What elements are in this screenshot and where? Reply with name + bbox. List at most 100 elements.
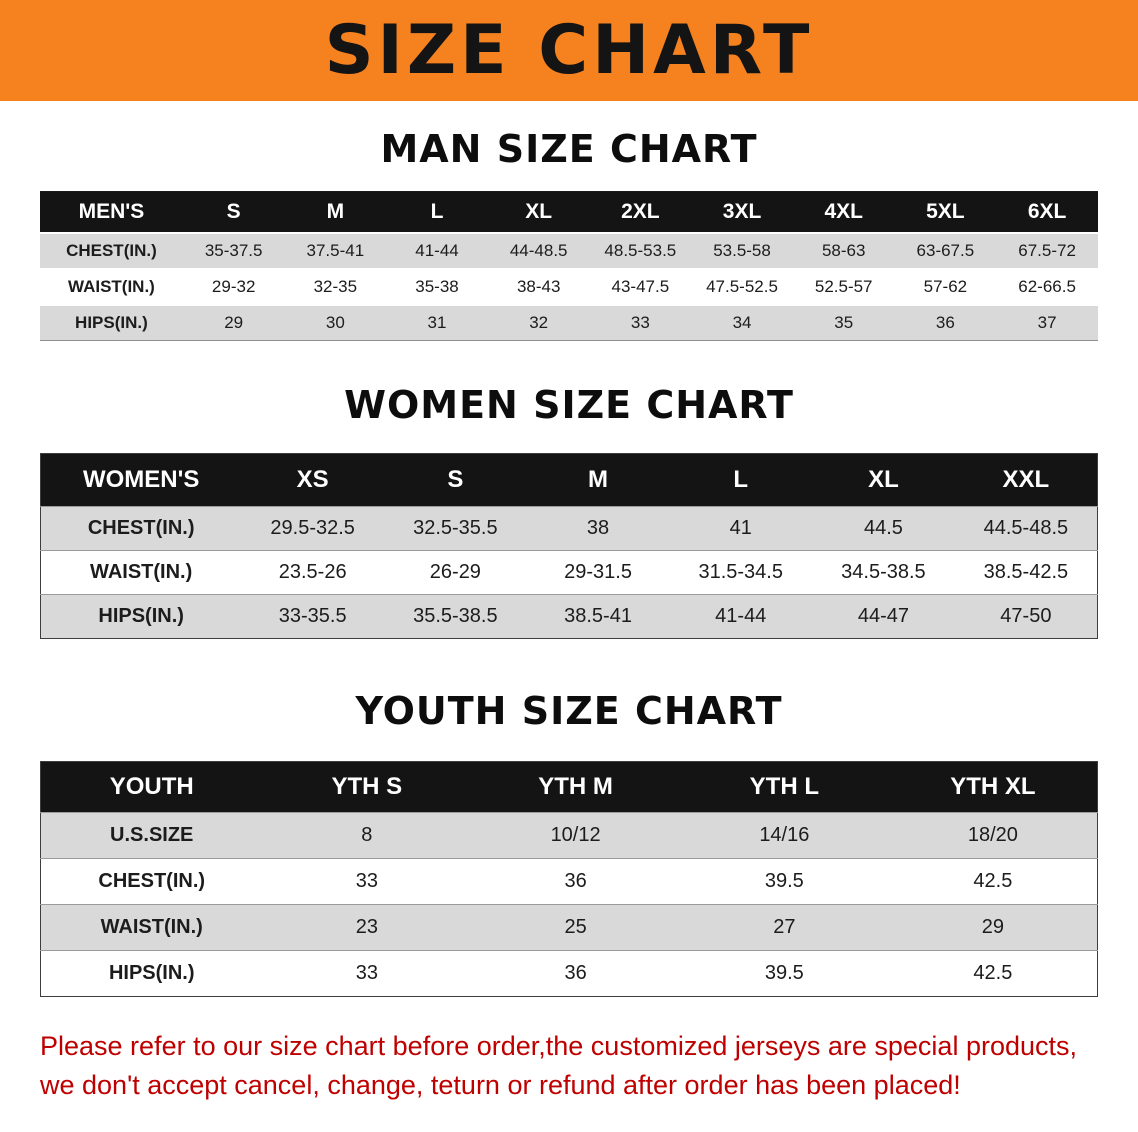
table-row: WAIST(IN.) 23.5-26 26-29 29-31.5 31.5-34.5 34… — [40, 550, 1098, 595]
size-value-cell: 42.5 — [973, 962, 1013, 984]
size-value-cell: 53.5-58 — [713, 241, 771, 260]
size-column-header: YTH L — [749, 773, 819, 800]
size-value-cell: 29-32 — [211, 277, 256, 296]
table-header-row: WOMEN'S XS S M L XL XXL — [40, 453, 1098, 507]
row-label-cell: CHEST(IN.) — [66, 241, 157, 260]
row-label-cell: CHEST(IN.) — [87, 517, 195, 539]
size-column-header: XL — [525, 200, 553, 223]
row-label-cell: WAIST(IN.) — [100, 916, 203, 938]
size-value-cell: 29-31.5 — [564, 561, 632, 583]
youth-size-table: YOUTH YTH S YTH M YTH L YTH XL U.S.SIZE 8 10/12… — [40, 761, 1098, 997]
size-value-cell: 44.5-48.5 — [983, 517, 1069, 539]
size-column-header: 4XL — [824, 200, 863, 223]
size-value-cell: 14/16 — [759, 824, 810, 846]
table-row: U.S.SIZE 8 10/12 14/16 18/20 — [40, 812, 1098, 859]
table-row: CHEST(IN.) 35-37.5 37.5-41 41-44 44-48.5 48.5… — [40, 233, 1098, 269]
size-value-cell: 38 — [586, 517, 610, 539]
size-value-cell: 35-37.5 — [204, 241, 263, 260]
size-value-cell: 47-50 — [1000, 605, 1052, 627]
size-value-cell: 23 — [355, 916, 378, 938]
size-value-cell: 44-48.5 — [509, 241, 568, 260]
size-value-cell: 18/20 — [967, 824, 1018, 846]
size-value-cell: 62-66.5 — [1018, 277, 1076, 296]
size-column-header: 2XL — [621, 200, 660, 223]
size-value-cell: 31 — [427, 313, 447, 332]
table-title-cell: YOUTH — [109, 773, 194, 800]
size-value-cell: 29 — [981, 916, 1004, 938]
size-value-cell: 26-29 — [429, 561, 481, 583]
size-column-header: XL — [868, 466, 899, 493]
banner: SIZE CHART — [0, 0, 1138, 101]
size-column-header: 5XL — [926, 200, 965, 223]
table-row: HIPS(IN.) 29 30 31 32 33 34 35 36 37 — [40, 305, 1098, 341]
size-value-cell: 33 — [630, 313, 650, 332]
size-value-cell: 36 — [564, 962, 587, 984]
size-value-cell: 38-43 — [516, 277, 561, 296]
men-size-section: MAN SIZE CHART MEN'S S M L XL 2XL 3XL 4XL 5XL 6XL… — [0, 127, 1138, 341]
size-value-cell: 38.5-42.5 — [983, 561, 1069, 583]
size-value-cell: 39.5 — [764, 870, 804, 892]
disclaimer-line-2: we don't accept cancel, change, teturn o… — [40, 1070, 961, 1101]
size-value-cell: 32.5-35.5 — [413, 517, 498, 539]
size-value-cell: 44.5 — [863, 517, 903, 539]
table-header-row: YOUTH YTH S YTH M YTH L YTH XL — [40, 761, 1098, 813]
row-label-cell: HIPS(IN.) — [108, 962, 195, 984]
table-title-cell: MEN'S — [78, 200, 145, 223]
size-value-cell: 38.5-41 — [564, 605, 632, 627]
size-column-header: S — [447, 466, 464, 493]
size-value-cell: 35 — [834, 313, 854, 332]
size-column-header: S — [226, 200, 241, 223]
women-section-heading: WOMEN SIZE CHART — [344, 383, 794, 427]
size-column-header: 3XL — [722, 200, 762, 223]
table-row: CHEST(IN.) 33 36 39.5 42.5 — [40, 858, 1098, 905]
men-section-heading: MAN SIZE CHART — [380, 127, 758, 171]
size-value-cell: 57-62 — [923, 277, 968, 296]
size-chart-page: SIZE CHART MAN SIZE CHART MEN'S S M L XL 2XL 3… — [0, 0, 1138, 1105]
table-row: HIPS(IN.) 33 36 39.5 42.5 — [40, 950, 1098, 997]
size-value-cell: 44-47 — [857, 605, 909, 627]
size-value-cell: 27 — [773, 916, 796, 938]
size-value-cell: 35-38 — [415, 277, 459, 296]
size-value-cell: 36 — [935, 313, 955, 332]
row-label-cell: HIPS(IN.) — [98, 605, 184, 627]
size-value-cell: 29 — [224, 313, 244, 332]
size-value-cell: 32 — [529, 313, 549, 332]
row-label-cell: WAIST(IN.) — [90, 561, 193, 583]
row-label-cell: U.S.SIZE — [110, 824, 194, 846]
size-column-header: M — [326, 200, 345, 223]
size-column-header: YTH XL — [950, 773, 1036, 800]
size-column-header: YTH S — [331, 773, 403, 800]
size-value-cell: 58-63 — [821, 241, 866, 260]
size-value-cell: 29.5-32.5 — [270, 517, 355, 539]
size-value-cell: 35.5-38.5 — [413, 605, 498, 627]
size-column-header: XS — [296, 466, 329, 493]
size-value-cell: 42.5 — [973, 870, 1013, 892]
table-header-row: MEN'S S M L XL 2XL 3XL 4XL 5XL 6XL — [40, 191, 1098, 233]
size-value-cell: 33-35.5 — [278, 605, 347, 627]
size-column-header: 6XL — [1027, 200, 1067, 223]
page-title: SIZE CHART — [324, 11, 814, 90]
size-value-cell: 34.5-38.5 — [841, 561, 926, 583]
size-value-cell: 63-67.5 — [916, 241, 975, 260]
size-value-cell: 30 — [325, 313, 345, 332]
table-title-cell: WOMEN'S — [82, 466, 200, 493]
size-value-cell: 43-47.5 — [611, 277, 670, 296]
size-value-cell: 32-35 — [313, 277, 358, 296]
table-row: WAIST(IN.) 23 25 27 29 — [40, 904, 1098, 951]
table-row: CHEST(IN.) 29.5-32.5 32.5-35.5 38 41 44.5 44.5… — [40, 506, 1098, 551]
size-value-cell: 8 — [361, 824, 373, 846]
disclaimer: Please refer to our size chart before or… — [40, 1027, 1098, 1105]
table-row: WAIST(IN.) 29-32 32-35 35-38 38-43 43-47.5 47.… — [40, 269, 1098, 305]
size-value-cell: 25 — [564, 916, 587, 938]
size-value-cell: 23.5-26 — [278, 561, 347, 583]
size-value-cell: 31.5-34.5 — [698, 561, 783, 583]
row-label-cell: WAIST(IN.) — [67, 277, 155, 296]
size-value-cell: 37.5-41 — [306, 241, 365, 260]
size-value-cell: 41-44 — [415, 241, 459, 260]
size-value-cell: 41 — [729, 517, 752, 539]
size-value-cell: 47.5-52.5 — [706, 277, 778, 296]
men-size-table: MEN'S S M L XL 2XL 3XL 4XL 5XL 6XL CHEST(IN.) 35-37… — [40, 191, 1098, 341]
women-size-table: WOMEN'S XS S M L XL XXL CHEST(IN.) 29.5-32.5 32.5… — [40, 453, 1098, 639]
size-value-cell: 36 — [564, 870, 587, 892]
youth-size-section: YOUTH SIZE CHART YOUTH YTH S YTH M YTH L YTH… — [0, 689, 1138, 997]
